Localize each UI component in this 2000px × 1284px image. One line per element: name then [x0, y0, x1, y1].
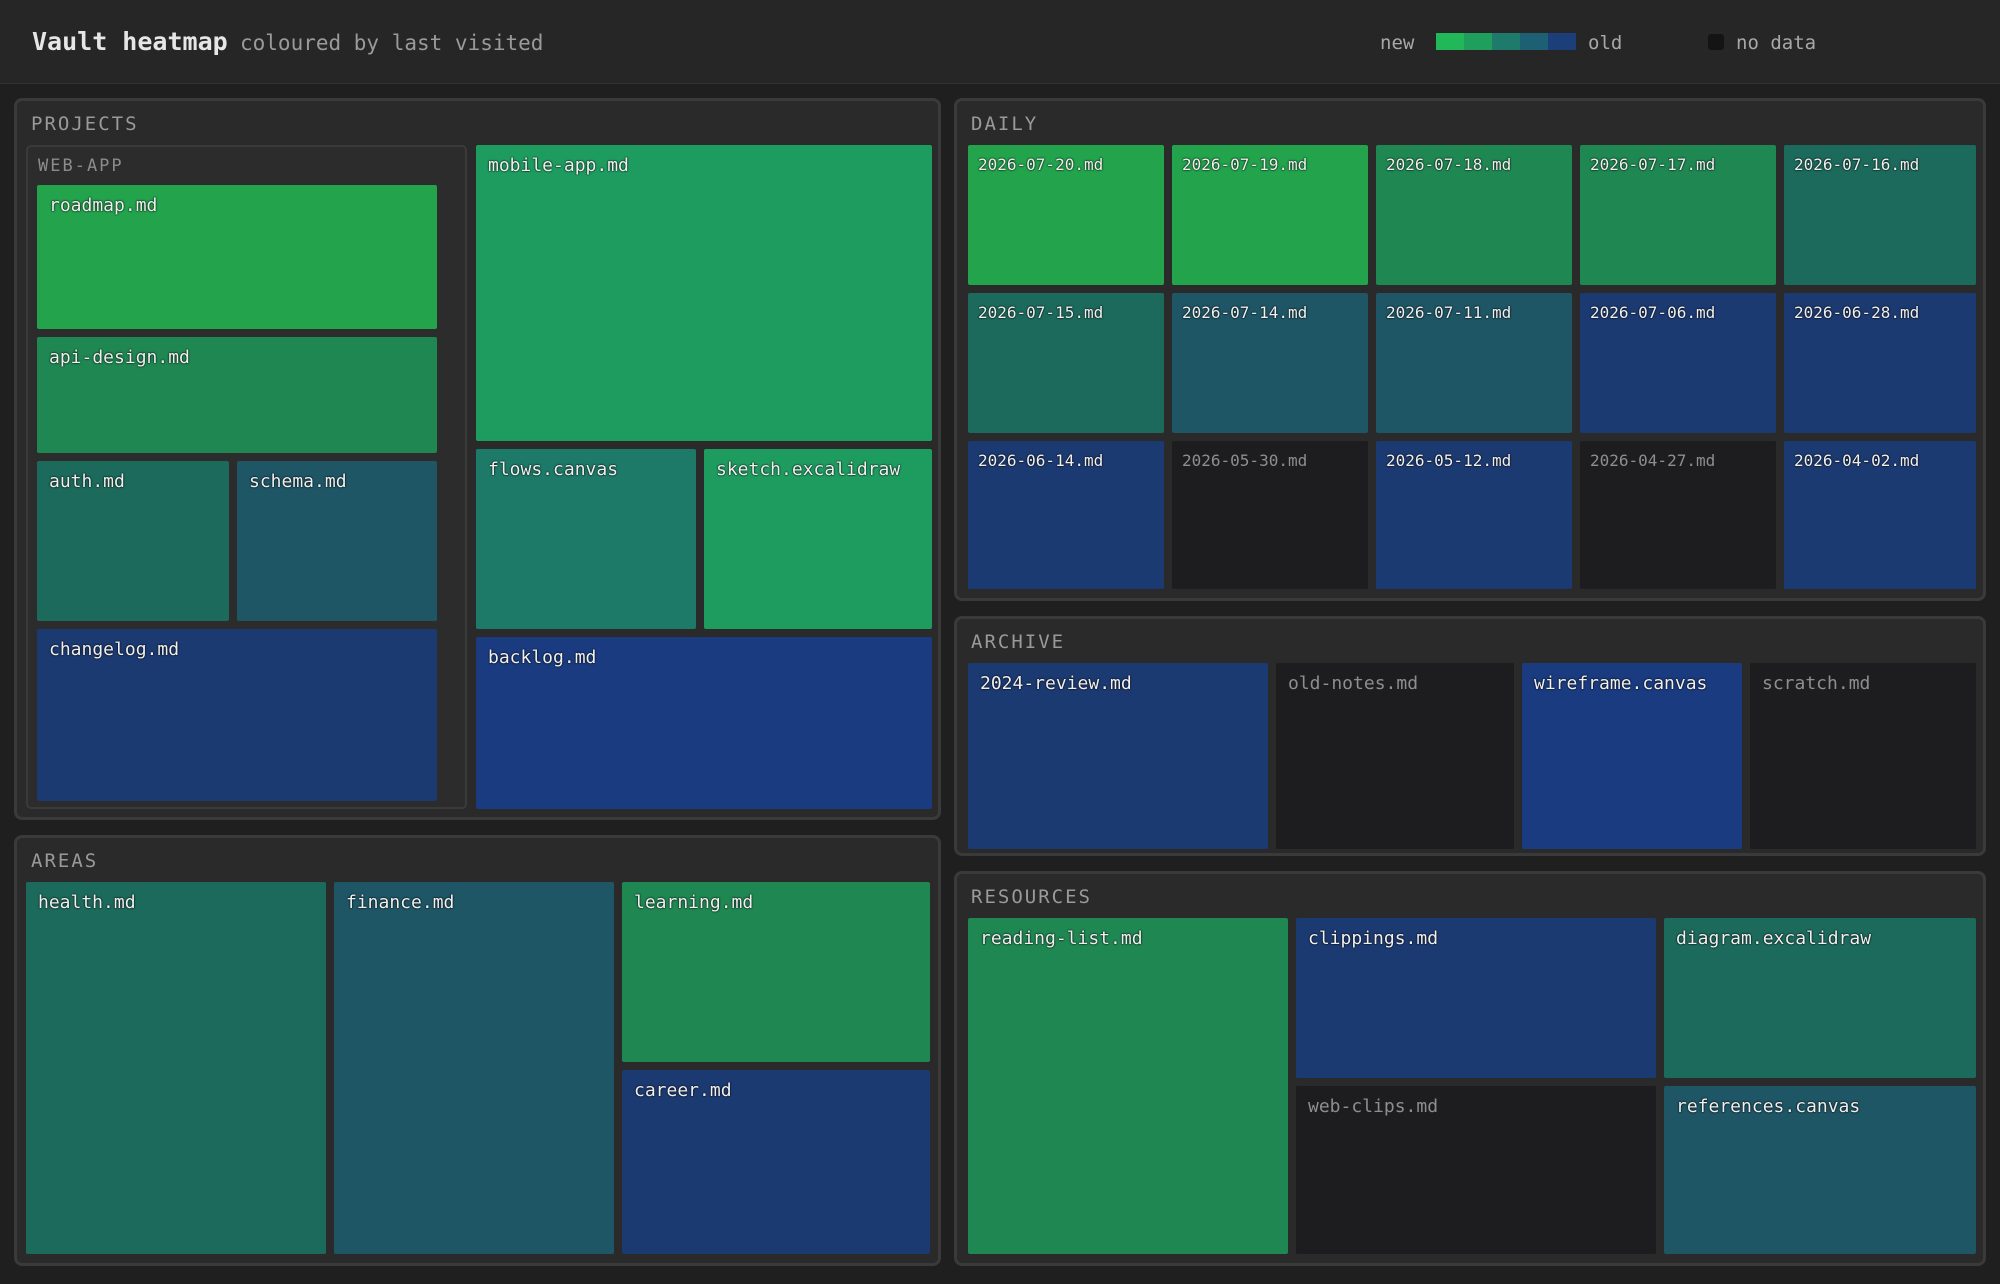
tile-label: 2026-07-19.md — [1182, 155, 1308, 174]
tile-daily-note[interactable]: 2026-07-17.md — [1580, 145, 1776, 285]
tile-daily-note[interactable]: 2026-07-19.md — [1172, 145, 1368, 285]
tile-api-design[interactable]: api-design.md — [37, 337, 437, 453]
section-label: DAILY — [971, 113, 1039, 135]
section-resources: RESOURCES reading-list.md clippings.md d… — [954, 871, 1986, 1266]
tile-daily-note[interactable]: 2026-07-11.md — [1376, 293, 1572, 433]
tile-label: career.md — [634, 1080, 732, 1101]
tile-daily-note[interactable]: 2026-06-14.md — [968, 441, 1164, 589]
header-bar: Vault heatmap coloured by last visited n… — [0, 0, 2000, 84]
tile-label: flows.canvas — [488, 459, 619, 480]
tile-changelog[interactable]: changelog.md — [37, 629, 437, 801]
section-areas: AREAS health.md finance.md learning.md c… — [14, 835, 941, 1266]
legend-swatch — [1520, 33, 1548, 50]
tile-label: 2026-05-12.md — [1386, 451, 1512, 470]
tile-label: 2026-05-30.md — [1182, 451, 1308, 470]
tile-label: scratch.md — [1762, 673, 1871, 694]
section-label: PROJECTS — [31, 113, 139, 135]
tile-label: 2026-07-17.md — [1590, 155, 1716, 174]
tile-daily-note[interactable]: 2026-04-02.md — [1784, 441, 1976, 589]
section-archive: ARCHIVE 2024-review.md old-notes.md wire… — [954, 616, 1986, 856]
section-daily: DAILY 2026-07-20.md 2026-07-19.md 2026-0… — [954, 98, 1986, 601]
tile-wireframe[interactable]: wireframe.canvas — [1522, 663, 1742, 849]
group-label: WEB-APP — [38, 156, 124, 176]
tile-daily-note[interactable]: 2026-07-14.md — [1172, 293, 1368, 433]
section-projects: PROJECTS WEB-APP roadmap.md api-design.m… — [14, 98, 941, 820]
section-label: ARCHIVE — [971, 631, 1066, 653]
tile-label: api-design.md — [49, 347, 190, 368]
legend-old-label: old — [1588, 32, 1623, 54]
legend-no-data-label: no data — [1736, 32, 1817, 54]
tile-sketch[interactable]: sketch.excalidraw — [704, 449, 932, 629]
tile-label: 2026-07-11.md — [1386, 303, 1512, 322]
tile-label: 2026-06-14.md — [978, 451, 1104, 470]
tile-career[interactable]: career.md — [622, 1070, 930, 1254]
tile-mobile-app[interactable]: mobile-app.md — [476, 145, 932, 441]
tile-label: 2026-07-15.md — [978, 303, 1104, 322]
section-label: AREAS — [31, 850, 99, 872]
tile-label: roadmap.md — [49, 195, 158, 216]
tile-learning[interactable]: learning.md — [622, 882, 930, 1062]
tile-2024-review[interactable]: 2024-review.md — [968, 663, 1268, 849]
tile-label: wireframe.canvas — [1534, 673, 1708, 694]
tile-label: 2026-07-18.md — [1386, 155, 1512, 174]
tile-reading-list[interactable]: reading-list.md — [968, 918, 1288, 1254]
tile-scratch[interactable]: scratch.md — [1750, 663, 1976, 849]
tile-label: diagram.excalidraw — [1676, 928, 1872, 949]
tile-daily-note[interactable]: 2026-07-06.md — [1580, 293, 1776, 433]
tile-health[interactable]: health.md — [26, 882, 326, 1254]
legend-color-scale — [1436, 33, 1576, 50]
tile-diagram[interactable]: diagram.excalidraw — [1664, 918, 1976, 1078]
page-title: Vault heatmap — [32, 27, 228, 56]
tile-label: 2026-07-16.md — [1794, 155, 1920, 174]
tile-clippings[interactable]: clippings.md — [1296, 918, 1656, 1078]
tile-label: web-clips.md — [1308, 1096, 1439, 1117]
tile-finance[interactable]: finance.md — [334, 882, 614, 1254]
legend-swatch — [1492, 33, 1520, 50]
tile-daily-note[interactable]: 2026-07-18.md — [1376, 145, 1572, 285]
tile-label: backlog.md — [488, 647, 597, 668]
tile-old-notes[interactable]: old-notes.md — [1276, 663, 1514, 849]
tile-backlog[interactable]: backlog.md — [476, 637, 932, 809]
tile-label: sketch.excalidraw — [716, 459, 901, 480]
tile-auth[interactable]: auth.md — [37, 461, 229, 621]
tile-daily-note[interactable]: 2026-07-16.md — [1784, 145, 1976, 285]
tile-label: reading-list.md — [980, 928, 1143, 949]
tile-label: auth.md — [49, 471, 125, 492]
tile-label: health.md — [38, 892, 136, 913]
tile-daily-note[interactable]: 2026-07-20.md — [968, 145, 1164, 285]
tile-label: changelog.md — [49, 639, 180, 660]
tile-label: 2026-07-14.md — [1182, 303, 1308, 322]
tile-label: schema.md — [249, 471, 347, 492]
tile-label: 2026-06-28.md — [1794, 303, 1920, 322]
tile-flows[interactable]: flows.canvas — [476, 449, 696, 629]
tile-label: mobile-app.md — [488, 155, 629, 176]
tile-daily-note[interactable]: 2026-07-15.md — [968, 293, 1164, 433]
legend-swatch — [1464, 33, 1492, 50]
tile-label: old-notes.md — [1288, 673, 1419, 694]
tile-label: clippings.md — [1308, 928, 1439, 949]
page-subtitle: coloured by last visited — [240, 31, 544, 55]
tile-label: 2026-07-06.md — [1590, 303, 1716, 322]
tile-web-clips[interactable]: web-clips.md — [1296, 1086, 1656, 1254]
tile-daily-note[interactable]: 2026-04-27.md — [1580, 441, 1776, 589]
tile-label: 2024-review.md — [980, 673, 1132, 694]
tile-daily-note[interactable]: 2026-06-28.md — [1784, 293, 1976, 433]
tile-label: learning.md — [634, 892, 754, 913]
legend-no-data-swatch — [1708, 34, 1724, 50]
tile-roadmap[interactable]: roadmap.md — [37, 185, 437, 329]
section-label: RESOURCES — [971, 886, 1092, 908]
tile-label: 2026-04-27.md — [1590, 451, 1716, 470]
tile-label: 2026-07-20.md — [978, 155, 1104, 174]
legend-swatch — [1436, 33, 1464, 50]
tile-label: 2026-04-02.md — [1794, 451, 1920, 470]
tile-references[interactable]: references.canvas — [1664, 1086, 1976, 1254]
tile-daily-note[interactable]: 2026-05-30.md — [1172, 441, 1368, 589]
tile-label: finance.md — [346, 892, 455, 913]
tile-label: references.canvas — [1676, 1096, 1861, 1117]
legend-new-label: new — [1380, 32, 1415, 54]
tile-daily-note[interactable]: 2026-05-12.md — [1376, 441, 1572, 589]
tile-schema[interactable]: schema.md — [237, 461, 437, 621]
legend-swatch — [1548, 33, 1576, 50]
